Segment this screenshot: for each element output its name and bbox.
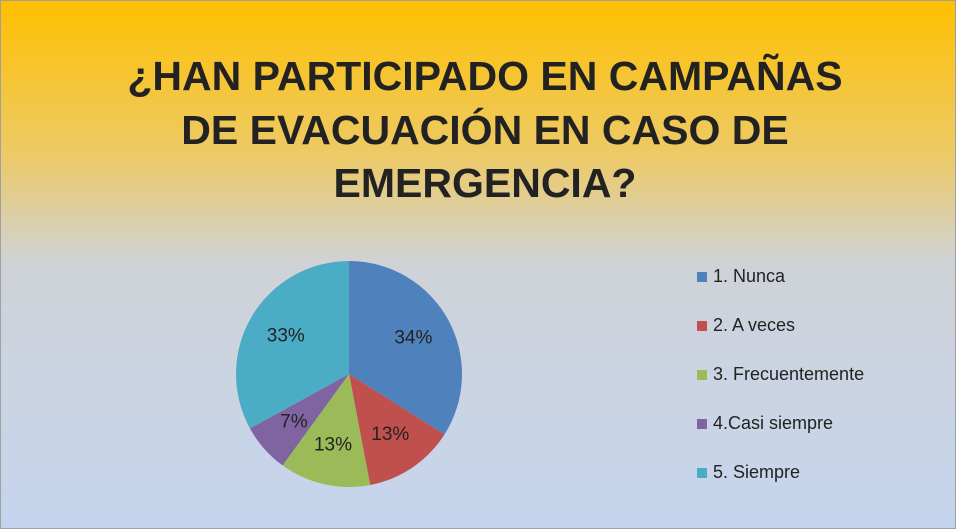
chart-title: ¿HAN PARTICIPADO EN CAMPAÑAS	[127, 53, 842, 99]
pie-slice	[236, 261, 349, 429]
legend-label: 3. Frecuentemente	[713, 364, 864, 384]
data-label: 34%	[394, 328, 432, 349]
legend-swatch	[697, 468, 707, 478]
legend-label: 5. Siempre	[713, 462, 800, 482]
legend-swatch	[697, 419, 707, 429]
chart-title: DE EVACUACIÓN EN CASO DE	[181, 107, 788, 153]
legend-label: 4.Casi siempre	[713, 413, 833, 433]
legend-label: 2. A veces	[713, 315, 795, 335]
data-label: 13%	[371, 424, 409, 445]
pie-slice	[249, 374, 349, 466]
legend-swatch	[697, 272, 707, 282]
chart-title: EMERGENCIA?	[334, 160, 637, 206]
legend-swatch	[697, 370, 707, 380]
legend-label: 1. Nunca	[713, 266, 786, 286]
pie-slice	[349, 374, 445, 485]
data-label: 7%	[280, 412, 308, 433]
data-label: 33%	[267, 326, 305, 347]
pie-slice	[282, 374, 371, 487]
pie-slice	[349, 261, 462, 435]
legend-swatch	[697, 321, 707, 331]
data-label: 13%	[314, 435, 352, 456]
